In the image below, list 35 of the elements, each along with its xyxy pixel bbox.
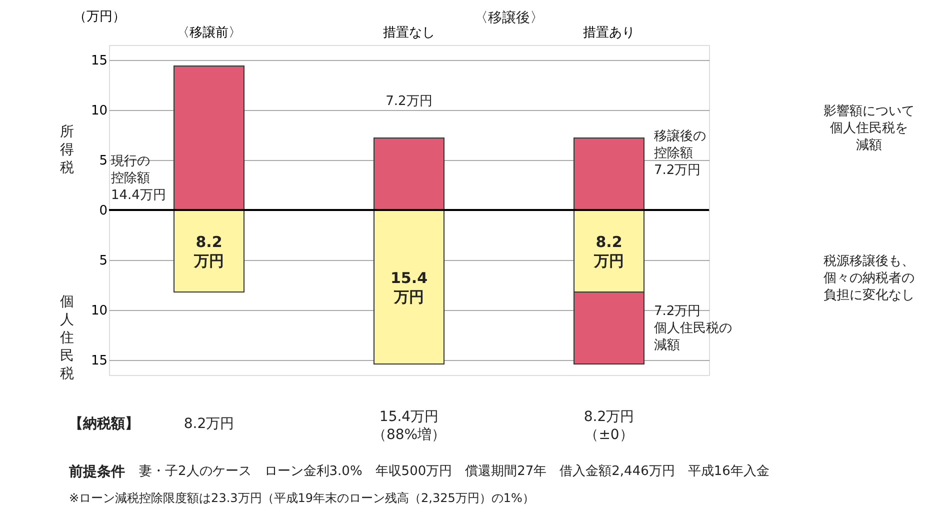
text: 所得税 — [60, 124, 74, 176]
y-tick-label: 5 — [99, 154, 108, 168]
bar — [374, 210, 444, 364]
y-tick-label: 15 — [90, 354, 108, 368]
text: ※ローン減税控除限度額は23.3万円（平成19年末のローン残高（2,325万円）の1%） — [69, 491, 534, 505]
bar — [574, 138, 644, 210]
y-tick-label: 10 — [90, 304, 108, 318]
bar — [174, 66, 244, 210]
text: 影響額について個人住民税を減額 — [824, 104, 914, 153]
annotation: 移譲後の控除額7.2万円 — [654, 129, 706, 178]
text: 〈移譲後〉 — [474, 10, 544, 26]
y-axis-title: （万円） — [74, 10, 126, 24]
text: 個人住民税 — [59, 294, 74, 382]
x-tick-label: 〈移譲前〉 — [176, 26, 242, 40]
annotation: 現行の控除額14.4万円 — [111, 154, 166, 203]
annotation: 15.4万円 — [390, 269, 428, 306]
annotation: 7.2万円個人住民税の減額 — [654, 304, 732, 353]
text: 妻・子2人のケース ローン金利3.0% 年収500万円 償還期間27年 借入金額2,446万円 平成16年入金 — [139, 464, 770, 479]
text: 【納税額】 — [69, 415, 139, 432]
x-tick-label: 措置なし — [383, 26, 435, 40]
x-tick-label: 措置あり — [583, 26, 635, 40]
text: 税源移譲後も、個々の納税者の負担に変化なし — [824, 254, 914, 303]
annotation: 8.2万円 — [193, 233, 224, 270]
bar — [374, 138, 444, 210]
y-tick-label: 10 — [90, 104, 108, 118]
y-tick-label: 15 — [90, 54, 108, 68]
y-tick-label: 0 — [99, 204, 108, 218]
annotation: 7.2万円 — [386, 94, 432, 109]
text: 15.4万円（88%増） — [372, 409, 446, 443]
text: 8.2万円 — [184, 416, 234, 432]
text: 前提条件 — [68, 464, 125, 480]
annotation: 8.2万円 — [593, 233, 624, 270]
text: 8.2万円（±0） — [584, 409, 634, 443]
bar — [174, 210, 244, 292]
y-tick-label: 5 — [99, 254, 108, 268]
